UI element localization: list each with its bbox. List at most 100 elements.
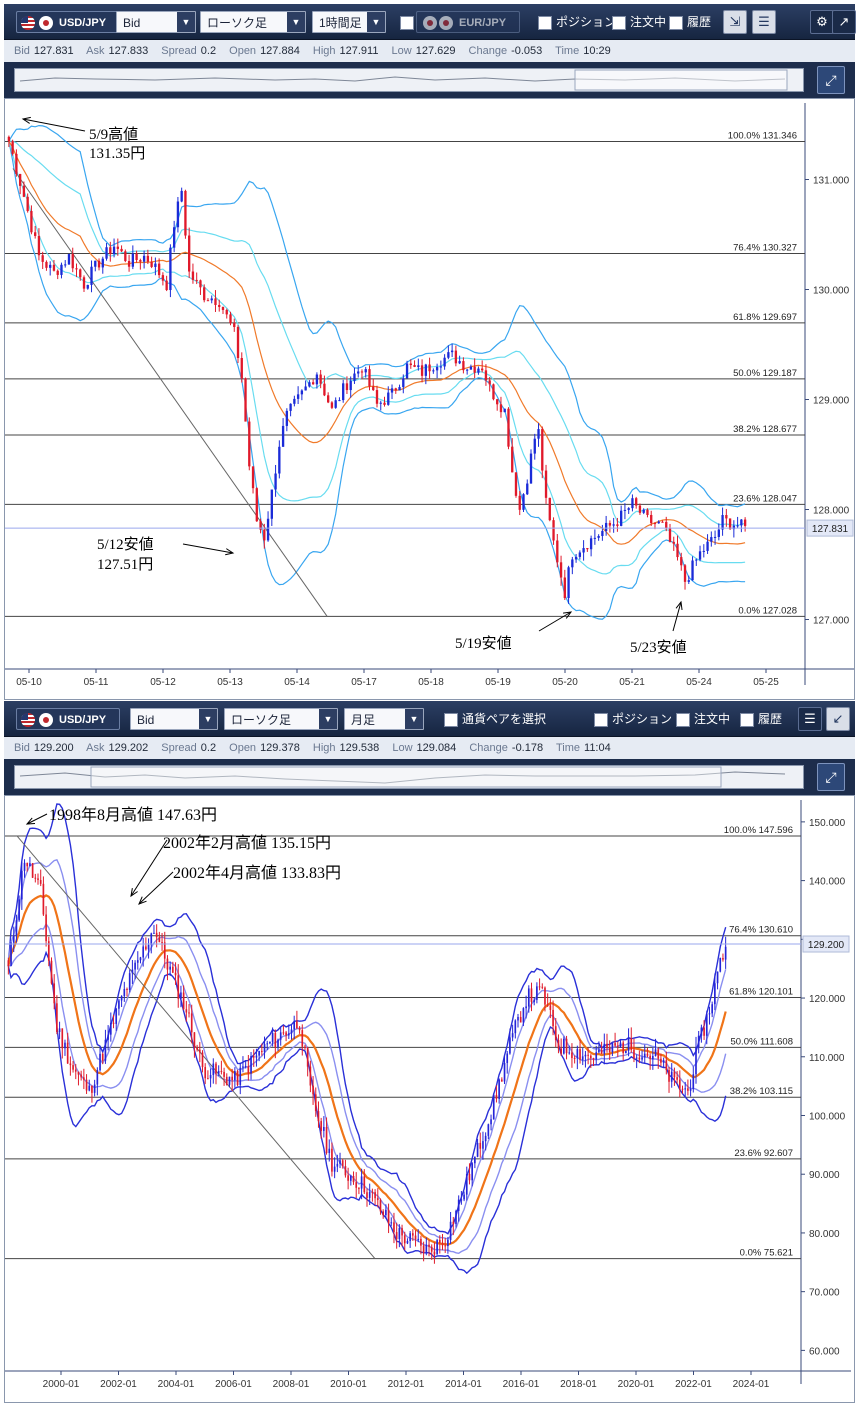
spread-label: Spread <box>161 45 197 57</box>
chart-toolbar: USD/JPY Bid ▼ ローソク足 ▼ 1時間足 ▼ EUR/JPY ポジション … <box>4 4 856 40</box>
compare-checkbox[interactable] <box>400 11 418 33</box>
price-type-select[interactable]: Bid ▼ <box>130 708 218 730</box>
settings-list-icon[interactable]: ☰ <box>752 10 776 34</box>
candle-body <box>99 1053 101 1071</box>
candle-body <box>127 261 131 267</box>
menu-icon[interactable]: ☰ <box>798 707 822 731</box>
fib-level-label: 38.2% 128.677 <box>733 424 797 435</box>
candle-body <box>574 556 578 560</box>
second-pair-button[interactable]: EUR/JPY <box>416 11 520 33</box>
candle-body <box>79 269 82 278</box>
candle-body <box>360 371 364 373</box>
timeframe-select[interactable]: 1時間足 ▼ <box>312 11 386 33</box>
candle-body <box>333 1166 336 1172</box>
candle-body <box>552 1009 554 1027</box>
candle-body <box>260 1050 263 1052</box>
hourly-chart-panel: USD/JPY Bid ▼ ローソク足 ▼ 1時間足 ▼ EUR/JPY ポジション … <box>4 4 856 700</box>
candle-body <box>711 1004 714 1014</box>
candle-body <box>536 986 538 1000</box>
candle-body <box>274 1033 277 1047</box>
candle-body <box>525 1006 527 1009</box>
annotation-arrowhead <box>130 888 138 898</box>
monthly-chart-area: 150.000140.000130.000120.000110.000100.0… <box>4 795 855 1403</box>
candle-body <box>672 541 675 544</box>
candle-body <box>88 1085 91 1091</box>
annotation-label: 131.35円 <box>89 146 145 162</box>
candle-body <box>571 559 574 568</box>
x-tick-label: 05-21 <box>619 677 645 688</box>
candle-body <box>64 1042 66 1049</box>
candle-body <box>118 1000 120 1009</box>
orders-checkbox[interactable]: 注文中 <box>676 708 730 730</box>
timeframe-select[interactable]: 月足 ▼ <box>344 708 424 730</box>
candle-type-label: ローソク足 <box>231 713 292 727</box>
candle-body <box>96 1070 99 1085</box>
popout-icon[interactable]: ↗ <box>832 10 856 34</box>
candle-body <box>289 403 292 411</box>
candle-body <box>689 1089 692 1091</box>
candle-body <box>627 1038 630 1051</box>
candle-body <box>498 1079 500 1099</box>
candle-body <box>293 398 296 404</box>
spread-value: 0.2 <box>200 45 217 57</box>
candle-body <box>112 246 116 255</box>
candle-body <box>83 1077 85 1080</box>
position-checkbox[interactable]: ポジション <box>538 11 616 33</box>
chevron-down-icon: ▼ <box>319 709 337 729</box>
candle-body <box>30 211 33 233</box>
candle-body <box>363 1176 366 1193</box>
annotation-label: 5/19安値 <box>455 635 512 652</box>
candle-body <box>251 466 255 489</box>
candle-body <box>616 1045 619 1047</box>
candle-body <box>188 1012 190 1014</box>
candle-body <box>131 253 135 267</box>
orders-checkbox[interactable]: 注文中 <box>612 11 666 33</box>
expand-icon[interactable]: ⤢ <box>817 763 845 791</box>
candle-body <box>511 446 514 473</box>
candle-body <box>56 1003 58 1032</box>
candle-body <box>31 863 34 878</box>
orders-label: 注文中 <box>630 15 667 29</box>
navigator-scrollbar[interactable] <box>14 765 804 789</box>
pair-select-checkbox[interactable]: 通貨ペアを選択 <box>444 708 546 730</box>
candle-body <box>317 1111 320 1122</box>
navigator-scrollbar[interactable] <box>14 68 804 92</box>
price-type-select[interactable]: Bid ▼ <box>116 11 196 33</box>
candle-body <box>608 522 612 526</box>
candle-body <box>722 957 724 960</box>
candle-body <box>721 515 724 530</box>
position-checkbox[interactable]: ポジション <box>594 708 672 730</box>
candle-body <box>725 515 728 519</box>
candle-body <box>488 380 491 385</box>
chevron-down-icon: ▼ <box>287 12 305 32</box>
candle-body <box>229 314 232 324</box>
history-checkbox[interactable]: 履歴 <box>669 11 711 33</box>
expand-icon[interactable]: ⤢ <box>817 66 845 94</box>
candle-body <box>559 562 563 578</box>
candle-body <box>455 1210 457 1225</box>
candle-body <box>662 1060 665 1063</box>
candle-type-select[interactable]: ローソク足 ▼ <box>224 708 338 730</box>
history-checkbox[interactable]: 履歴 <box>740 708 782 730</box>
candle-body <box>223 1071 225 1077</box>
pair-button[interactable]: USD/JPY <box>16 708 120 730</box>
fib-level-label: 100.0% 131.346 <box>728 130 797 141</box>
candle-type-label: ローソク足 <box>207 16 268 30</box>
candle-body <box>203 287 206 301</box>
x-tick-label: 05-17 <box>351 677 377 688</box>
candle-body <box>665 521 668 529</box>
y-tick-label: 130.000 <box>813 286 850 297</box>
candle-body <box>573 1057 576 1059</box>
quote-bar: Bid 127.831 Ask 127.833 Spread 0.2 Open 127.… <box>4 40 855 62</box>
candle-body <box>732 525 736 530</box>
popin-icon[interactable]: ↙ <box>826 707 850 731</box>
candle-body <box>454 350 458 364</box>
annotation-label: 2002年4月高値 133.83円 <box>173 864 341 882</box>
candle-body <box>20 870 23 900</box>
candle-body <box>45 261 48 268</box>
candle-body <box>142 255 146 262</box>
pair-button[interactable]: USD/JPY <box>16 11 120 33</box>
export-icon[interactable]: ⇲ <box>723 10 747 34</box>
gear-icon[interactable]: ⚙ <box>810 10 834 34</box>
candle-type-select[interactable]: ローソク足 ▼ <box>200 11 306 33</box>
